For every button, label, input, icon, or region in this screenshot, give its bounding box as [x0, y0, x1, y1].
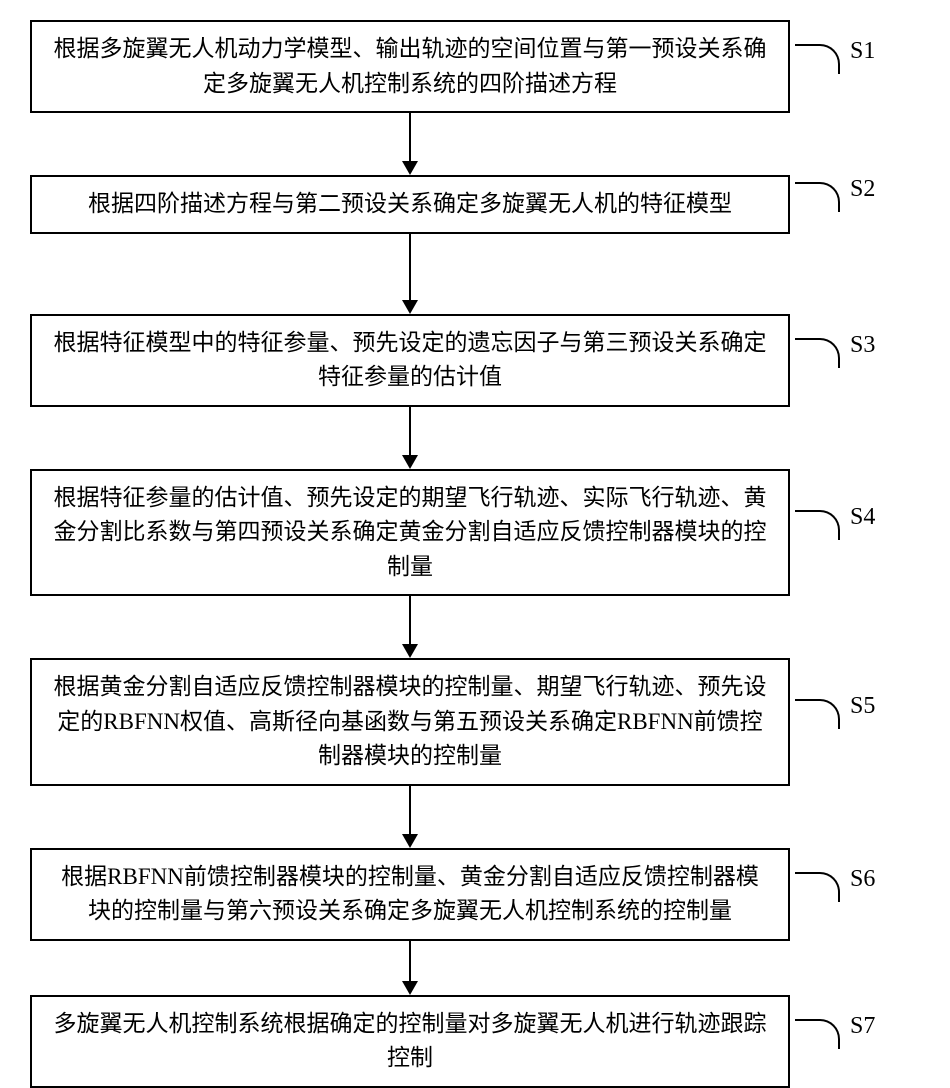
- step-row: 多旋翼无人机控制系统根据确定的控制量对多旋翼无人机进行轨迹跟踪控制 S7: [30, 995, 920, 1088]
- step-row: 根据四阶描述方程与第二预设关系确定多旋翼无人机的特征模型 S2: [30, 175, 920, 234]
- step-text: 根据多旋翼无人机动力学模型、输出轨迹的空间位置与第一预设关系确定多旋翼无人机控制…: [54, 36, 767, 96]
- step-label: S7: [850, 1013, 875, 1040]
- step-label-connector: S6: [795, 887, 875, 902]
- arrow-down-icon: [402, 234, 418, 314]
- step-text: 根据特征模型中的特征参量、预先设定的遗忘因子与第三预设关系确定特征参量的估计值: [54, 330, 767, 390]
- step-box-s2: 根据四阶描述方程与第二预设关系确定多旋翼无人机的特征模型: [30, 175, 790, 234]
- arrow-down-icon: [402, 596, 418, 658]
- step-row: 根据特征参量的估计值、预先设定的期望飞行轨迹、实际飞行轨迹、黄金分割比系数与第四…: [30, 469, 920, 597]
- step-text: 根据特征参量的估计值、预先设定的期望飞行轨迹、实际飞行轨迹、黄金分割比系数与第四…: [54, 485, 767, 579]
- curve-connector-icon: [795, 338, 840, 368]
- arrow-head-icon: [402, 981, 418, 995]
- step-box-s5: 根据黄金分割自适应反馈控制器模块的控制量、期望飞行轨迹、预先设定的RBFNN权值…: [30, 658, 790, 786]
- step-box-s1: 根据多旋翼无人机动力学模型、输出轨迹的空间位置与第一预设关系确定多旋翼无人机控制…: [30, 20, 790, 113]
- arrow-down-icon: [402, 941, 418, 995]
- curve-connector-icon: [795, 872, 840, 902]
- arrow-line: [409, 407, 411, 455]
- curve-connector-icon: [795, 1019, 840, 1049]
- step-label-connector: S4: [795, 525, 875, 540]
- step-text: 多旋翼无人机控制系统根据确定的控制量对多旋翼无人机进行轨迹跟踪控制: [54, 1011, 767, 1071]
- step-label: S3: [850, 332, 875, 359]
- arrow-head-icon: [402, 300, 418, 314]
- arrow-down-icon: [402, 786, 418, 848]
- curve-connector-icon: [795, 699, 840, 729]
- step-text: 根据四阶描述方程与第二预设关系确定多旋翼无人机的特征模型: [88, 191, 732, 216]
- step-label: S4: [850, 504, 875, 531]
- step-text: 根据RBFNN前馈控制器模块的控制量、黄金分割自适应反馈控制器模块的控制量与第六…: [61, 864, 759, 924]
- step-label-connector: S1: [795, 59, 875, 74]
- arrow-head-icon: [402, 455, 418, 469]
- step-label-connector: S5: [795, 714, 875, 729]
- arrow-head-icon: [402, 834, 418, 848]
- step-label-connector: S3: [795, 353, 875, 368]
- arrow-down-icon: [402, 407, 418, 469]
- arrow-line: [409, 596, 411, 644]
- step-text: 根据黄金分割自适应反馈控制器模块的控制量、期望飞行轨迹、预先设定的RBFNN权值…: [54, 674, 767, 768]
- step-label: S6: [850, 866, 875, 893]
- step-row: 根据RBFNN前馈控制器模块的控制量、黄金分割自适应反馈控制器模块的控制量与第六…: [30, 848, 920, 941]
- arrow-line: [409, 941, 411, 981]
- step-label-connector: S7: [795, 1034, 875, 1049]
- arrow-line: [409, 786, 411, 834]
- step-box-s6: 根据RBFNN前馈控制器模块的控制量、黄金分割自适应反馈控制器模块的控制量与第六…: [30, 848, 790, 941]
- step-label: S2: [850, 176, 875, 203]
- curve-connector-icon: [795, 44, 840, 74]
- step-label-connector: S2: [795, 197, 875, 212]
- curve-connector-icon: [795, 510, 840, 540]
- flowchart-container: 根据多旋翼无人机动力学模型、输出轨迹的空间位置与第一预设关系确定多旋翼无人机控制…: [30, 20, 920, 1088]
- arrow-line: [409, 234, 411, 300]
- step-row: 根据多旋翼无人机动力学模型、输出轨迹的空间位置与第一预设关系确定多旋翼无人机控制…: [30, 20, 920, 113]
- arrow-head-icon: [402, 644, 418, 658]
- arrow-line: [409, 113, 411, 161]
- step-box-s4: 根据特征参量的估计值、预先设定的期望飞行轨迹、实际飞行轨迹、黄金分割比系数与第四…: [30, 469, 790, 597]
- step-label: S5: [850, 693, 875, 720]
- step-row: 根据黄金分割自适应反馈控制器模块的控制量、期望飞行轨迹、预先设定的RBFNN权值…: [30, 658, 920, 786]
- curve-connector-icon: [795, 182, 840, 212]
- arrow-down-icon: [402, 113, 418, 175]
- step-label: S1: [850, 38, 875, 65]
- arrow-head-icon: [402, 161, 418, 175]
- step-box-s7: 多旋翼无人机控制系统根据确定的控制量对多旋翼无人机进行轨迹跟踪控制: [30, 995, 790, 1088]
- step-row: 根据特征模型中的特征参量、预先设定的遗忘因子与第三预设关系确定特征参量的估计值 …: [30, 314, 920, 407]
- step-box-s3: 根据特征模型中的特征参量、预先设定的遗忘因子与第三预设关系确定特征参量的估计值: [30, 314, 790, 407]
